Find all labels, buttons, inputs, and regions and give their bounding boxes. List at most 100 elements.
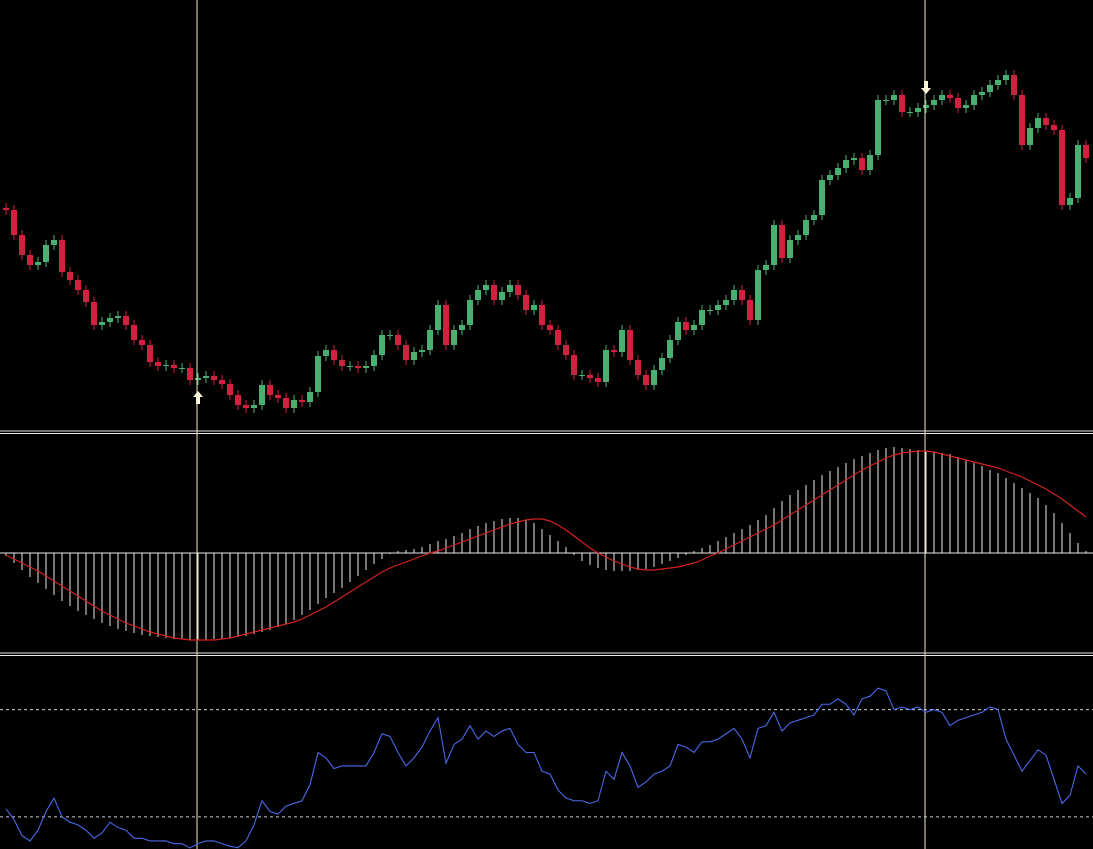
candle-body bbox=[739, 290, 745, 300]
candle-body bbox=[891, 95, 897, 100]
candle-body bbox=[171, 365, 177, 368]
candle-body bbox=[611, 350, 617, 352]
candle-body bbox=[587, 375, 593, 378]
candle-body bbox=[683, 322, 689, 330]
candle-body bbox=[571, 355, 577, 375]
candle-body bbox=[1059, 130, 1065, 205]
indicator-line bbox=[5, 687, 1087, 849]
candle-body bbox=[219, 380, 225, 384]
candle-body bbox=[251, 405, 257, 408]
candle-body bbox=[419, 350, 425, 352]
candle-body bbox=[1019, 95, 1025, 145]
candle-body bbox=[675, 322, 681, 340]
candle-body bbox=[19, 235, 25, 255]
candle-body bbox=[27, 255, 33, 265]
candle-body bbox=[659, 358, 665, 370]
candle-body bbox=[507, 285, 513, 292]
candle-body bbox=[67, 272, 73, 280]
candle-body bbox=[763, 265, 769, 270]
candle-body bbox=[483, 285, 489, 290]
candle-body bbox=[99, 322, 105, 325]
candle-body bbox=[147, 345, 153, 362]
candle-body bbox=[691, 325, 697, 330]
candle-body bbox=[3, 208, 9, 210]
sell-arrow bbox=[921, 81, 931, 94]
candle-body bbox=[939, 95, 945, 100]
candle-body bbox=[843, 160, 849, 168]
candle-body bbox=[523, 295, 529, 310]
candle-body bbox=[155, 362, 161, 366]
candle-body bbox=[1067, 198, 1073, 205]
candle-body bbox=[947, 95, 953, 98]
candle-body bbox=[379, 335, 385, 355]
candle-body bbox=[699, 310, 705, 325]
candle-body bbox=[411, 352, 417, 360]
candle-body bbox=[59, 240, 65, 272]
candle-body bbox=[363, 366, 369, 368]
candle-body bbox=[1051, 125, 1057, 130]
candle-body bbox=[339, 360, 345, 366]
candle-body bbox=[1027, 128, 1033, 145]
candle-body bbox=[451, 330, 457, 345]
candle-body bbox=[387, 335, 393, 336]
candle-body bbox=[475, 290, 481, 300]
candle-body bbox=[323, 350, 329, 356]
candle-body bbox=[859, 158, 865, 170]
candle-body bbox=[355, 366, 361, 368]
candle-body bbox=[531, 305, 537, 310]
candle-body bbox=[723, 300, 729, 305]
candle-body bbox=[43, 245, 49, 262]
candle-body bbox=[539, 305, 545, 325]
candle-body bbox=[243, 405, 249, 408]
candle-body bbox=[163, 365, 169, 366]
candle-body bbox=[83, 290, 89, 302]
candle-body bbox=[1075, 145, 1081, 198]
candle-body bbox=[371, 355, 377, 366]
candle-body bbox=[403, 345, 409, 360]
candle-body bbox=[227, 384, 233, 395]
candle-body bbox=[931, 100, 937, 105]
candle-body bbox=[835, 168, 841, 175]
candle-body bbox=[299, 400, 305, 402]
candle-body bbox=[491, 285, 497, 300]
candle-body bbox=[275, 395, 281, 398]
candle-body bbox=[139, 340, 145, 345]
candle-body bbox=[883, 100, 889, 101]
candle-body bbox=[203, 376, 209, 378]
signal-line bbox=[5, 450, 1087, 641]
candle-body bbox=[771, 225, 777, 265]
candle-body bbox=[907, 112, 913, 113]
candle-body bbox=[107, 318, 113, 322]
candle-body bbox=[731, 290, 737, 300]
candle-body bbox=[915, 108, 921, 112]
candle-body bbox=[131, 325, 137, 340]
candle-body bbox=[875, 100, 881, 155]
candle-body bbox=[971, 95, 977, 105]
candle-body bbox=[235, 395, 241, 405]
candle-body bbox=[795, 235, 801, 240]
candle-body bbox=[867, 155, 873, 170]
candle-body bbox=[267, 385, 273, 395]
candle-body bbox=[331, 350, 337, 360]
candle-body bbox=[179, 368, 185, 369]
candle-body bbox=[755, 270, 761, 320]
candle-body bbox=[307, 392, 313, 402]
candle-body bbox=[635, 360, 641, 375]
candle-body bbox=[259, 385, 265, 405]
candle-body bbox=[651, 370, 657, 385]
candle-body bbox=[563, 345, 569, 355]
candle-body bbox=[627, 330, 633, 360]
candle-body bbox=[11, 210, 17, 235]
candle-body bbox=[91, 302, 97, 325]
candle-body bbox=[595, 378, 601, 382]
candle-body bbox=[315, 356, 321, 392]
candle-body bbox=[819, 180, 825, 215]
candle-body bbox=[619, 330, 625, 352]
candle-body bbox=[603, 350, 609, 382]
candle-body bbox=[979, 92, 985, 95]
candle-body bbox=[747, 300, 753, 320]
candle-body bbox=[1011, 75, 1017, 95]
candle-body bbox=[955, 98, 961, 108]
candle-body bbox=[779, 225, 785, 258]
